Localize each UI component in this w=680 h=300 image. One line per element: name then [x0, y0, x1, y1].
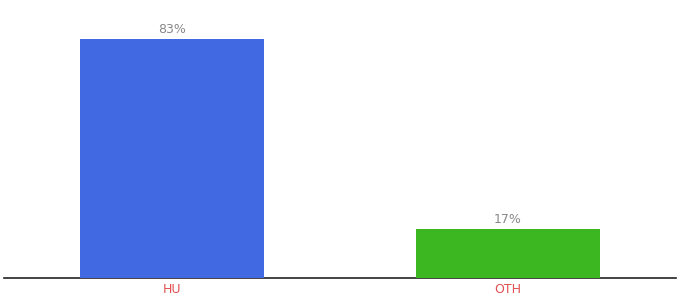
- Text: 17%: 17%: [494, 213, 522, 226]
- Bar: [415, 229, 600, 278]
- Bar: [80, 39, 265, 278]
- Text: 83%: 83%: [158, 23, 186, 36]
